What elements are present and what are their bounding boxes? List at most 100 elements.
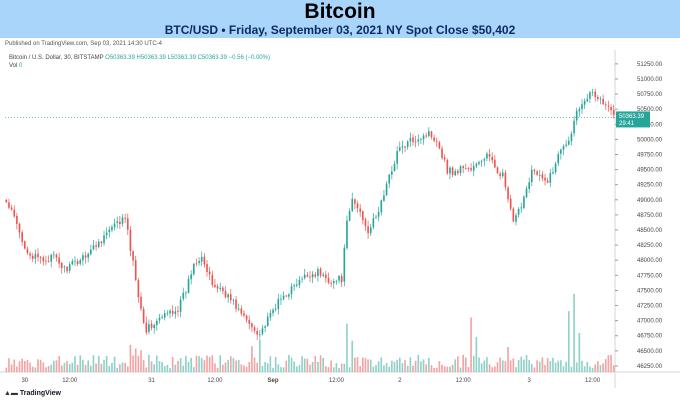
- candle-body: [8, 202, 10, 208]
- volume-bar: [145, 367, 148, 372]
- candle-body: [464, 168, 467, 170]
- volume-bar: [494, 366, 496, 372]
- x-tick-label: 12:00: [62, 378, 78, 384]
- volume-bar: [37, 359, 39, 372]
- candle-body: [26, 248, 29, 254]
- volume-bar: [504, 361, 507, 372]
- volume-bar: [327, 367, 330, 372]
- candle-body: [18, 223, 21, 233]
- candle-body: [536, 171, 538, 175]
- volume-bar: [414, 360, 417, 372]
- volume-bar: [420, 361, 422, 372]
- volume-bar: [169, 368, 171, 372]
- volume-bar: [5, 367, 8, 372]
- volume-value: 0: [19, 63, 23, 69]
- candle-body: [68, 264, 71, 271]
- volume-bar: [459, 367, 462, 372]
- volume-bar: [66, 360, 68, 372]
- candle-body: [430, 131, 433, 138]
- candle-body: [549, 173, 552, 183]
- volume-bar: [171, 356, 174, 372]
- volume-bar: [509, 360, 512, 372]
- volume-bar: [253, 357, 256, 372]
- candle-body: [361, 211, 364, 221]
- volume-bar: [90, 365, 92, 372]
- candle-body: [457, 170, 459, 174]
- volume-bar: [208, 356, 211, 372]
- y-tick-label: 48500.00: [637, 228, 663, 234]
- candle-body: [158, 317, 161, 321]
- candle-body: [97, 241, 100, 248]
- volume-bar: [610, 354, 612, 372]
- candle-body: [573, 120, 575, 134]
- volume-bar: [475, 336, 478, 372]
- x-tick-label: 30: [21, 378, 28, 384]
- title-banner: Bitcoin BTC/USD • Friday, September 03, …: [0, 0, 680, 38]
- candle-body: [391, 171, 393, 175]
- candle-body: [499, 173, 501, 176]
- candle-body: [63, 266, 66, 268]
- volume-bar: [470, 317, 472, 372]
- candle-body: [163, 313, 166, 318]
- y-tick-label: 48000.00: [637, 258, 663, 264]
- candle-body: [404, 146, 406, 148]
- candle-body: [229, 294, 232, 301]
- candle-body: [23, 241, 26, 249]
- volume-bar: [338, 368, 340, 372]
- candle-body: [422, 135, 425, 140]
- candle-body: [277, 298, 280, 310]
- candle-body: [557, 154, 560, 164]
- candle-body: [554, 163, 557, 173]
- y-tick-label: 50750.00: [637, 92, 663, 98]
- volume-bar: [562, 366, 565, 372]
- candle-body: [475, 163, 478, 167]
- candle-body: [235, 299, 237, 309]
- candle-body: [45, 260, 47, 262]
- volume-bar: [398, 357, 401, 372]
- candle-body: [185, 292, 187, 294]
- volume-bar: [607, 355, 610, 372]
- volume-bar: [277, 364, 280, 372]
- volume-bar: [129, 344, 132, 372]
- volume-bar: [417, 354, 420, 372]
- volume-bar: [591, 367, 594, 372]
- volume-bar: [198, 356, 200, 372]
- volume-bar: [388, 366, 391, 372]
- volume-bar: [422, 359, 425, 372]
- volume-bar: [351, 340, 354, 372]
- candle-body: [369, 227, 372, 234]
- candle-body: [29, 253, 31, 256]
- volume-bar: [583, 366, 586, 372]
- candle-body: [50, 254, 53, 262]
- candle-body: [533, 169, 536, 172]
- candle-body: [343, 247, 346, 282]
- volume-bar: [464, 357, 467, 372]
- candle-body: [414, 141, 417, 143]
- candle-body: [351, 198, 354, 212]
- candle-body: [156, 320, 158, 326]
- candle-body: [124, 217, 126, 219]
- candle-body: [322, 274, 325, 276]
- y-tick-label: 49000.00: [637, 198, 663, 204]
- candle-body: [446, 160, 449, 174]
- symbol-label: Bitcoin / U.S. Dollar, 30, BITSTAMP: [9, 55, 104, 61]
- volume-bar: [317, 361, 319, 372]
- candle-body: [108, 229, 111, 233]
- candle-body: [340, 276, 343, 283]
- volume-bar: [29, 362, 31, 372]
- volume-bar: [71, 362, 74, 372]
- volume-bar: [45, 367, 47, 372]
- volume-bar: [182, 365, 185, 372]
- chart-subtitle: BTC/USD • Friday, September 03, 2021 NY …: [164, 23, 516, 37]
- volume-bar: [60, 365, 63, 372]
- candle-body: [47, 261, 50, 263]
- price-chart[interactable]: 51250.0051000.0050750.0050500.0050250.00…: [0, 50, 680, 390]
- candle-body: [290, 286, 293, 295]
- y-tick-label: 46250.00: [637, 364, 663, 370]
- candle-body: [272, 309, 274, 314]
- candle-body: [177, 310, 179, 312]
- candle-body: [259, 334, 261, 335]
- volume-bar: [237, 359, 240, 372]
- candle-body: [523, 196, 525, 208]
- candle-body: [314, 274, 317, 277]
